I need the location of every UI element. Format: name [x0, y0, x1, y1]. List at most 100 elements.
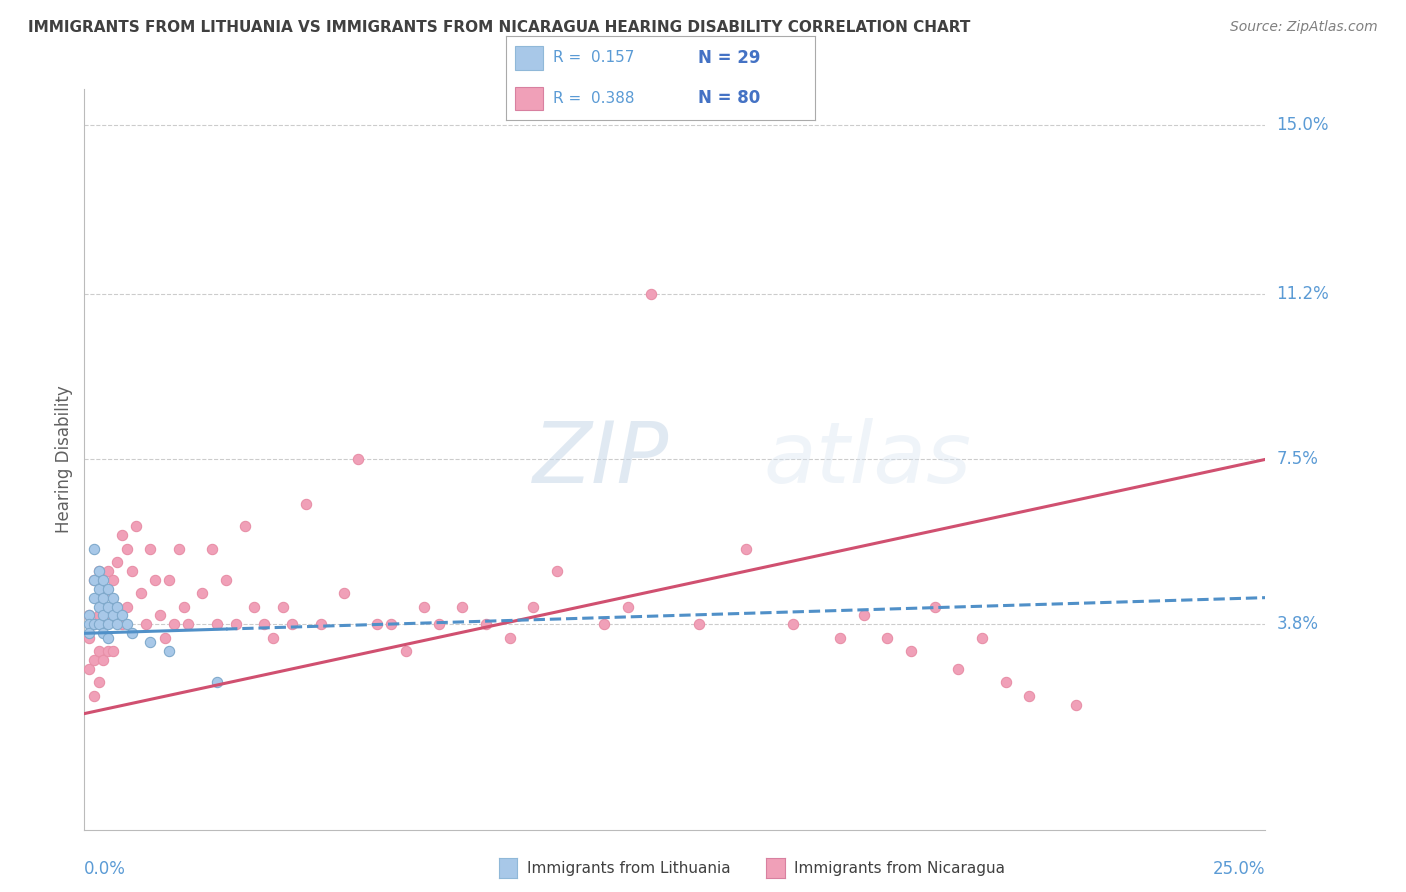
Point — [201, 541, 224, 556]
Point — [149, 608, 172, 623]
Point — [87, 608, 110, 623]
Text: N = 29: N = 29 — [697, 49, 761, 67]
Point — [111, 528, 134, 542]
Text: Immigrants from Nicaragua: Immigrants from Nicaragua — [794, 861, 1005, 876]
Point — [271, 599, 294, 614]
Point — [83, 689, 105, 703]
Point — [101, 608, 124, 623]
Point — [77, 631, 100, 645]
Point — [97, 644, 120, 658]
Point — [91, 608, 114, 623]
Point — [876, 631, 898, 645]
Point — [163, 617, 186, 632]
Point — [115, 617, 138, 632]
Point — [125, 519, 148, 533]
Text: IMMIGRANTS FROM LITHUANIA VS IMMIGRANTS FROM NICARAGUA HEARING DISABILITY CORREL: IMMIGRANTS FROM LITHUANIA VS IMMIGRANTS … — [28, 20, 970, 35]
Point — [734, 541, 756, 556]
Text: atlas: atlas — [763, 417, 972, 501]
Text: 15.0%: 15.0% — [1277, 116, 1329, 134]
Point — [91, 586, 114, 600]
Point — [427, 617, 450, 632]
Point — [243, 599, 266, 614]
Point — [97, 599, 120, 614]
Bar — [516, 87, 543, 111]
Point — [309, 617, 332, 632]
Point — [101, 608, 124, 623]
Point — [167, 541, 190, 556]
Point — [830, 631, 852, 645]
Point — [191, 586, 214, 600]
Point — [101, 644, 124, 658]
Point — [87, 564, 110, 578]
Point — [91, 573, 114, 587]
Y-axis label: Hearing Disability: Hearing Disability — [55, 385, 73, 533]
Point — [87, 599, 110, 614]
Text: 7.5%: 7.5% — [1277, 450, 1319, 468]
Point — [139, 541, 162, 556]
Point — [77, 662, 100, 676]
Point — [83, 541, 105, 556]
Text: R =  0.157: R = 0.157 — [553, 50, 634, 65]
Point — [413, 599, 436, 614]
Point — [115, 599, 138, 614]
Point — [135, 617, 157, 632]
Point — [83, 617, 105, 632]
Text: Source: ZipAtlas.com: Source: ZipAtlas.com — [1230, 20, 1378, 34]
Point — [107, 555, 129, 569]
Point — [900, 644, 922, 658]
Point — [97, 564, 120, 578]
Point — [101, 591, 124, 605]
Point — [97, 631, 120, 645]
Point — [83, 653, 105, 667]
Point — [451, 599, 474, 614]
Point — [225, 617, 247, 632]
Point — [115, 541, 138, 556]
Text: Immigrants from Lithuania: Immigrants from Lithuania — [527, 861, 731, 876]
Point — [281, 617, 304, 632]
Text: N = 80: N = 80 — [697, 89, 761, 107]
Point — [121, 626, 143, 640]
Point — [852, 608, 875, 623]
Point — [233, 519, 256, 533]
Point — [91, 617, 114, 632]
Point — [83, 573, 105, 587]
Point — [77, 608, 100, 623]
Point — [924, 599, 946, 614]
Point — [97, 608, 120, 623]
Point — [394, 644, 416, 658]
Point — [97, 617, 120, 632]
Point — [87, 675, 110, 690]
Point — [522, 599, 544, 614]
Point — [475, 617, 498, 632]
Point — [157, 573, 180, 587]
Point — [1018, 689, 1040, 703]
Point — [333, 586, 356, 600]
Point — [77, 626, 100, 640]
Bar — [516, 45, 543, 70]
Point — [380, 617, 402, 632]
Point — [87, 564, 110, 578]
Text: ZIP: ZIP — [533, 417, 669, 501]
Text: 0.0%: 0.0% — [84, 860, 127, 878]
Text: 3.8%: 3.8% — [1277, 615, 1319, 633]
Point — [143, 573, 166, 587]
Text: 11.2%: 11.2% — [1277, 285, 1329, 303]
Text: R =  0.388: R = 0.388 — [553, 91, 634, 106]
Point — [101, 573, 124, 587]
Point — [77, 608, 100, 623]
Point — [83, 591, 105, 605]
Point — [640, 287, 662, 301]
Point — [111, 608, 134, 623]
Point — [107, 617, 129, 632]
Point — [498, 631, 520, 645]
Point — [139, 635, 162, 649]
Point — [91, 653, 114, 667]
Point — [157, 644, 180, 658]
Point — [129, 586, 152, 600]
Point — [87, 644, 110, 658]
Point — [91, 591, 114, 605]
Point — [121, 564, 143, 578]
Point — [994, 675, 1017, 690]
Point — [295, 497, 318, 511]
Point — [782, 617, 804, 632]
